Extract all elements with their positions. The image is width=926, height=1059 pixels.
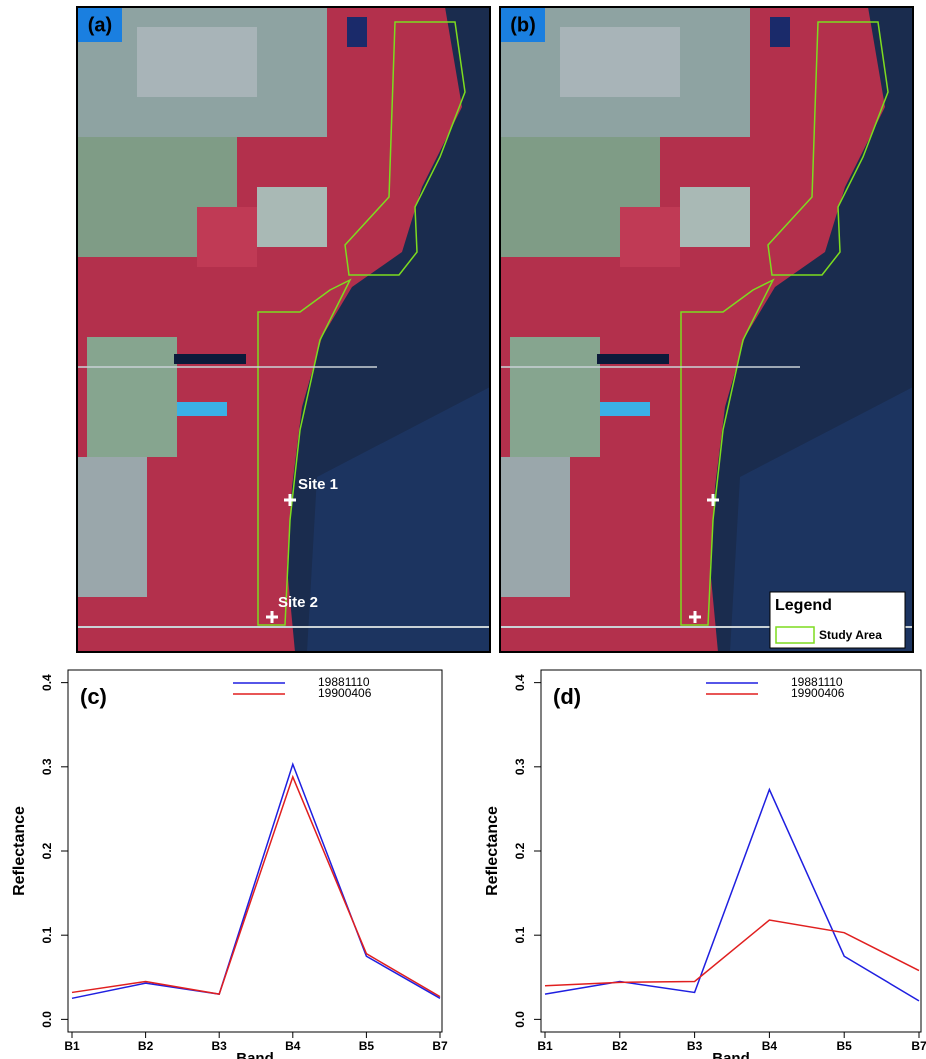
- page: (a) (b) Site 1 Site 2 Legend Study Area …: [0, 0, 926, 1059]
- x-axis-label: Band: [236, 1050, 274, 1059]
- y-tick-label: 0.3: [513, 758, 527, 775]
- y-axis-label: Reflectance: [11, 806, 28, 896]
- legend-entry: Study Area: [819, 628, 882, 642]
- site-label: Site 2: [278, 594, 318, 611]
- series-line: [545, 920, 919, 986]
- x-axis-label: Band: [712, 1050, 750, 1059]
- satellite-image: [500, 7, 913, 652]
- figure: (a) (b) Site 1 Site 2 Legend Study Area …: [0, 0, 926, 1059]
- x-tick-label: B4: [762, 1039, 778, 1053]
- site-label: Site 1: [298, 476, 338, 493]
- image-b: [500, 7, 913, 652]
- x-tick-label: B3: [687, 1039, 703, 1053]
- y-tick-label: 0.2: [513, 842, 527, 859]
- x-tick-label: B7: [432, 1039, 448, 1053]
- x-tick-label: B1: [64, 1039, 80, 1053]
- series-line: [72, 764, 440, 998]
- plot-frame: [541, 670, 921, 1032]
- x-tick-label: B5: [359, 1039, 375, 1053]
- y-tick-label: 0.1: [513, 927, 527, 944]
- x-tick-label: B2: [138, 1039, 154, 1053]
- x-tick-label: B5: [837, 1039, 853, 1053]
- legend-label: 19900406: [318, 686, 372, 700]
- y-tick-label: 0.0: [40, 1011, 54, 1028]
- x-tick-label: B4: [285, 1039, 301, 1053]
- x-tick-label: B2: [612, 1039, 628, 1053]
- y-tick-label: 0.0: [513, 1011, 527, 1028]
- panel-label: (d): [553, 684, 581, 709]
- panel-label: (c): [80, 684, 107, 709]
- x-tick-label: B7: [911, 1039, 926, 1053]
- plot-frame: [68, 670, 442, 1032]
- y-tick-label: 0.2: [40, 842, 54, 859]
- y-axis-label: Reflectance: [484, 806, 501, 896]
- panel-label: (a): [88, 14, 112, 36]
- x-tick-label: B3: [212, 1039, 228, 1053]
- satellite-image: [77, 7, 490, 652]
- y-tick-label: 0.4: [40, 674, 54, 691]
- y-tick-label: 0.4: [513, 674, 527, 691]
- panel-label: (b): [510, 14, 536, 36]
- x-tick-label: B1: [537, 1039, 553, 1053]
- series-line: [72, 777, 440, 997]
- legend-title: Legend: [775, 597, 832, 614]
- y-tick-label: 0.3: [40, 758, 54, 775]
- image-a: [77, 7, 490, 652]
- series-line: [545, 790, 919, 1001]
- legend-label: 19900406: [791, 686, 845, 700]
- legend-swatch: [776, 627, 814, 643]
- y-tick-label: 0.1: [40, 927, 54, 944]
